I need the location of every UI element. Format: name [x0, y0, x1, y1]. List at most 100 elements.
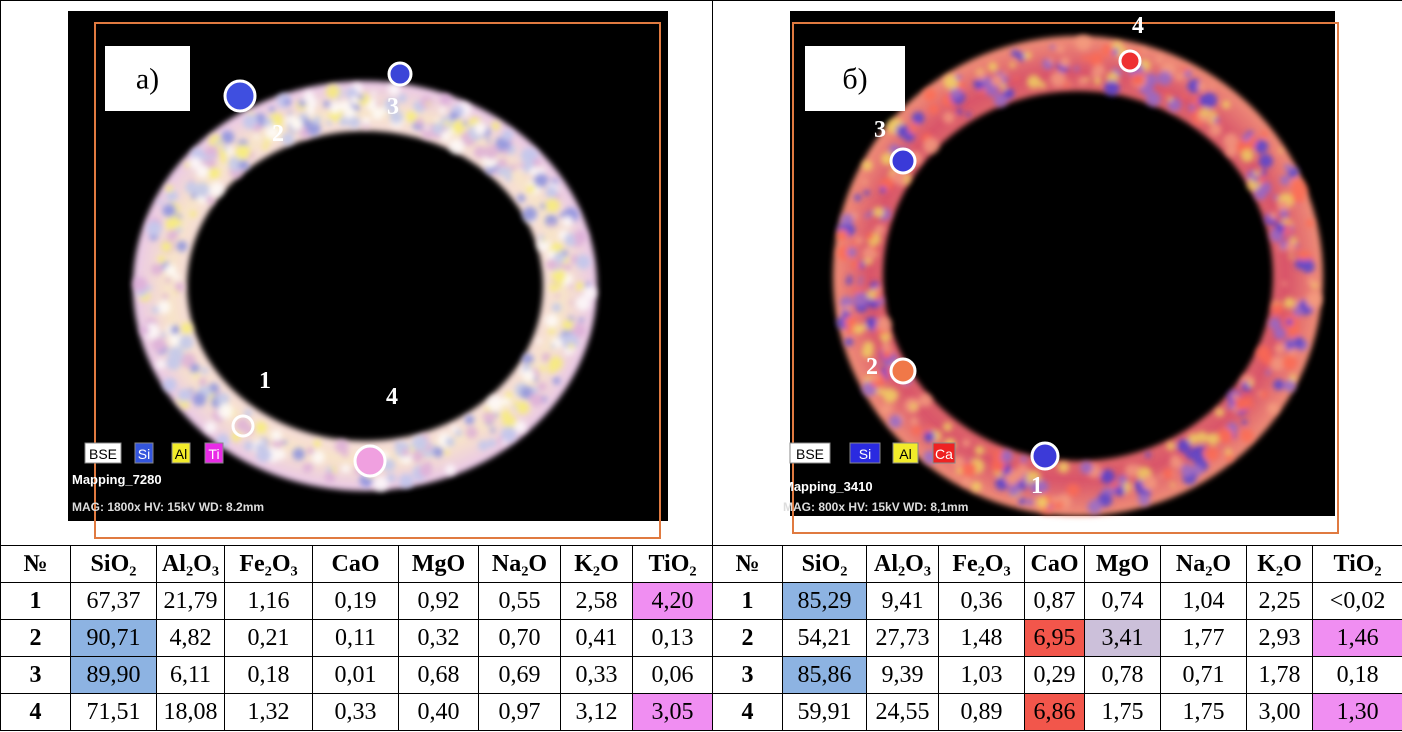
table-cell: TiO₂ — [633, 546, 713, 583]
speck — [881, 404, 891, 414]
speck — [495, 413, 499, 417]
speck — [1225, 448, 1231, 454]
speck — [170, 325, 180, 335]
table-cell: 27,73 — [867, 620, 939, 657]
speck — [299, 99, 307, 107]
legend-label: Al — [899, 446, 911, 462]
table-cell: 4,20 — [633, 583, 713, 620]
speck — [158, 256, 165, 263]
point-marker — [1120, 51, 1140, 71]
speck — [478, 440, 488, 450]
speck — [163, 378, 177, 392]
speck — [463, 121, 468, 126]
speck — [943, 111, 955, 123]
speck — [862, 160, 872, 170]
speck — [1020, 456, 1027, 463]
speck — [326, 85, 340, 99]
speck — [1184, 70, 1191, 77]
speck — [491, 121, 500, 130]
speck — [488, 439, 497, 448]
table-cell: 0,55 — [479, 583, 561, 620]
speck — [1247, 131, 1252, 136]
speck — [348, 116, 360, 128]
table-cell: 21,79 — [157, 583, 225, 620]
speck — [579, 318, 584, 323]
table-cell: 6,11 — [157, 657, 225, 694]
table-cell: 0,69 — [479, 657, 561, 694]
speck — [158, 200, 163, 205]
speck — [372, 108, 383, 119]
table-cell: 0,74 — [1085, 583, 1161, 620]
speck — [540, 366, 546, 372]
speck — [1284, 164, 1292, 172]
table-cell: 1,32 — [225, 694, 313, 731]
speck — [863, 341, 874, 352]
speck — [1198, 82, 1207, 91]
speck — [854, 325, 863, 334]
table-cell: 85,29 — [783, 583, 867, 620]
speck — [846, 327, 853, 334]
speck — [873, 207, 884, 218]
speck — [909, 127, 915, 133]
speck — [1261, 354, 1272, 365]
table-cell: 0,68 — [399, 657, 479, 694]
speck — [1259, 154, 1273, 168]
speck — [157, 301, 170, 314]
speck — [1209, 84, 1214, 89]
speck — [166, 185, 174, 193]
speck — [201, 367, 208, 374]
point-marker — [891, 149, 915, 173]
legend-label: Ti — [208, 446, 219, 462]
table-cell: 1,78 — [1247, 657, 1313, 694]
table-cell: Fe₂O₃ — [939, 546, 1025, 583]
speck — [1306, 219, 1314, 227]
speck — [1145, 452, 1151, 458]
speck — [870, 211, 874, 215]
speck — [506, 392, 513, 399]
speck — [307, 108, 314, 115]
speck — [444, 450, 449, 455]
speck — [975, 446, 985, 456]
speck — [176, 241, 187, 252]
speck — [1114, 485, 1125, 496]
speck — [1167, 442, 1176, 451]
speck — [192, 392, 206, 406]
speck — [1168, 96, 1173, 101]
speck — [559, 263, 565, 269]
panel-label: а) — [136, 63, 159, 96]
speck — [1265, 370, 1270, 375]
speck — [863, 247, 876, 260]
table-cell: 1,16 — [225, 583, 313, 620]
speck — [1290, 375, 1296, 381]
legend-label: Si — [859, 446, 871, 462]
point-number: 3 — [387, 94, 399, 120]
speck — [574, 230, 587, 243]
speck — [1177, 439, 1191, 453]
speck — [866, 233, 873, 240]
speck — [852, 260, 861, 269]
speck — [1307, 277, 1316, 286]
speck — [545, 198, 560, 213]
speck — [179, 335, 194, 350]
speck — [1087, 500, 1101, 514]
speck — [426, 101, 430, 105]
speck — [1050, 45, 1055, 50]
speck — [1279, 209, 1288, 218]
speck — [862, 179, 868, 185]
speck — [329, 102, 341, 114]
speck — [399, 474, 414, 489]
speck — [210, 182, 225, 197]
speck — [433, 447, 444, 458]
image-row: а)1234BSESiAlTiMapping_7280MAG: 1800x HV… — [1, 1, 1402, 546]
speck — [1274, 343, 1285, 354]
speck — [1018, 497, 1025, 504]
speck — [576, 282, 585, 291]
speck — [864, 190, 870, 196]
speck — [419, 464, 432, 477]
speck — [502, 150, 508, 156]
speck — [1250, 404, 1254, 408]
speck — [911, 425, 921, 435]
speck — [855, 236, 862, 243]
